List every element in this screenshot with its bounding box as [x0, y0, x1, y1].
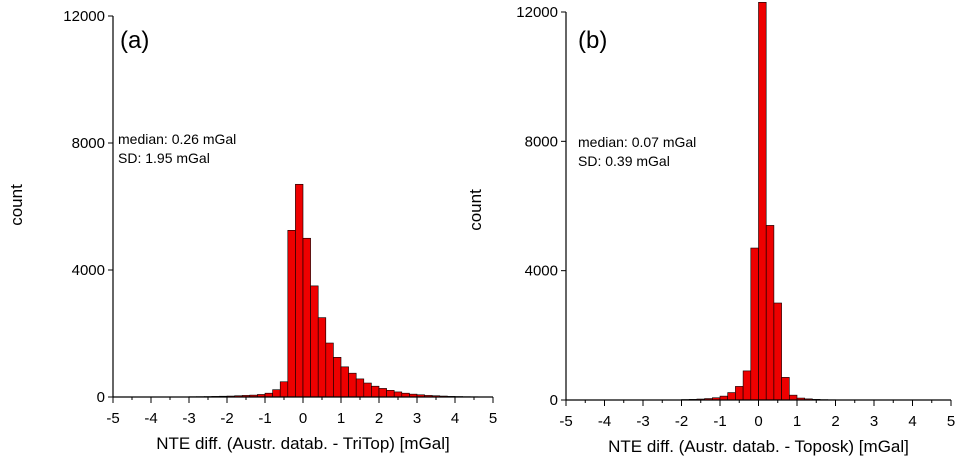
x-tick-label: 1 — [793, 413, 801, 430]
histogram-bar — [288, 230, 296, 397]
histogram-bar — [326, 343, 334, 397]
x-tick-label: 4 — [451, 410, 459, 427]
histogram-bar — [273, 390, 281, 397]
x-tick-label: -5 — [559, 413, 572, 430]
panel-label: (b) — [578, 27, 607, 54]
histogram-bar — [318, 318, 326, 397]
histogram-bar — [364, 383, 372, 397]
stats-annotation: median: 0.26 mGal — [118, 131, 236, 147]
y-tick-label: 0 — [550, 392, 558, 409]
x-tick-label: -5 — [106, 410, 119, 427]
histogram-bar — [774, 303, 782, 400]
x-tick-label: 5 — [489, 410, 497, 427]
stats-annotation: median: 0.07 mGal — [578, 134, 696, 150]
x-tick-label: 1 — [337, 410, 345, 427]
x-tick-label: -1 — [713, 413, 726, 430]
x-tick-label: 3 — [870, 413, 878, 430]
histogram-bar — [728, 393, 736, 400]
histogram-bar — [789, 395, 797, 400]
histogram-bar — [766, 225, 774, 400]
x-tick-label: 3 — [413, 410, 421, 427]
histogram-bar — [743, 371, 751, 400]
y-tick-label: 8000 — [525, 133, 558, 150]
x-tick-label: -4 — [598, 413, 611, 430]
x-axis-label: NTE diff. (Austr. datab. - Toposk) [mGal… — [608, 437, 909, 456]
histogram-bar — [751, 248, 759, 400]
histogram-bar — [341, 367, 349, 397]
x-tick-label: 5 — [947, 413, 955, 430]
y-tick-label: 12000 — [516, 4, 558, 21]
y-axis-label: count — [466, 189, 485, 231]
x-tick-label: -3 — [636, 413, 649, 430]
histogram-bar — [356, 379, 364, 397]
histogram-bar — [311, 286, 319, 397]
histogram-bar — [379, 388, 387, 397]
x-tick-label: -4 — [144, 410, 157, 427]
histogram-panel-b: 0 4000 8000 12000 -5 -4 -3 -2 -1 0 1 2 3 4 5 NTE diff. … — [466, 2, 955, 456]
histogram-bar — [371, 386, 379, 397]
panel-label: (a) — [120, 27, 149, 54]
x-tick-label: -1 — [258, 410, 271, 427]
x-tick-label: 0 — [754, 413, 762, 430]
stats-annotation: SD: 1.95 mGal — [118, 150, 210, 166]
histogram-bar — [759, 2, 767, 400]
histogram-bar — [295, 184, 303, 397]
histogram-bar — [333, 357, 341, 397]
y-tick-label: 0 — [97, 389, 105, 406]
y-tick-label: 8000 — [72, 135, 105, 152]
histogram-bar — [349, 373, 357, 397]
x-tick-label: 2 — [831, 413, 839, 430]
x-tick-label: -2 — [220, 410, 233, 427]
histogram-bar — [394, 392, 402, 397]
y-tick-label: 4000 — [72, 262, 105, 279]
x-tick-label: 4 — [908, 413, 916, 430]
histogram-bar — [782, 377, 790, 400]
y-tick-label: 4000 — [525, 263, 558, 280]
histogram-panel-a: 0 4000 8000 12000 -5 -4 -3 -2 -1 0 1 2 3 4 5 NTE diff. … — [7, 8, 497, 453]
histogram-bar — [280, 382, 288, 397]
histogram-bar — [735, 386, 743, 400]
x-tick-label: -2 — [675, 413, 688, 430]
y-tick-label: 12000 — [63, 8, 105, 25]
histogram-bar — [387, 390, 395, 397]
y-axis-label: count — [7, 184, 26, 226]
histogram-bar — [303, 238, 311, 397]
x-tick-label: -3 — [182, 410, 195, 427]
x-tick-label: 2 — [375, 410, 383, 427]
stats-annotation: SD: 0.39 mGal — [578, 153, 670, 169]
x-tick-label: 0 — [299, 410, 307, 427]
x-axis-label: NTE diff. (Austr. datab. - TriTop) [mGal… — [156, 434, 450, 453]
